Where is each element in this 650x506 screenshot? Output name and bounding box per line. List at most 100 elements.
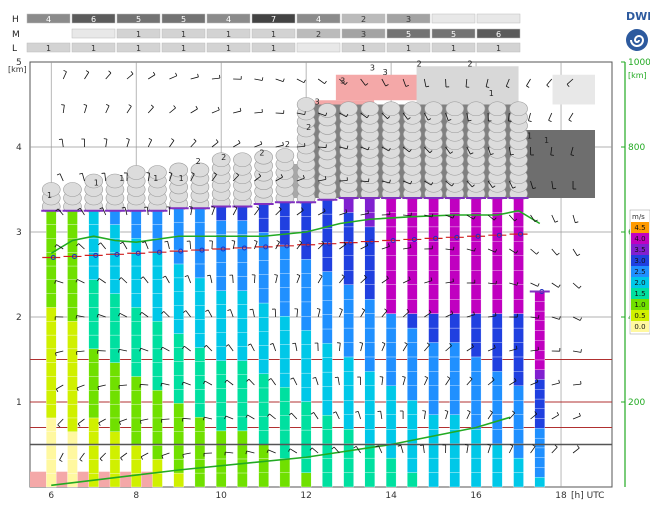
cumulus-puff xyxy=(425,102,443,116)
thermal-segment xyxy=(471,371,481,385)
thermal-segment xyxy=(535,379,545,389)
thermal-segment xyxy=(514,241,524,255)
wind-barb-flag xyxy=(538,315,539,318)
thermal-segment xyxy=(152,307,162,321)
thermal-segment xyxy=(365,328,375,342)
thermal-segment xyxy=(237,263,247,277)
thermal-segment xyxy=(131,307,141,321)
wind-barb-flag xyxy=(511,154,514,155)
thermal-segment xyxy=(67,473,77,487)
right-axis-tick-label: 1000 xyxy=(628,58,650,68)
thermal-segment xyxy=(344,343,354,357)
thermal-segment xyxy=(89,390,99,404)
thermal-segment xyxy=(471,328,481,342)
thermal-segment xyxy=(152,446,162,460)
thermal-segment xyxy=(152,363,162,377)
thermal-segment xyxy=(514,270,524,284)
thermal-segment xyxy=(322,272,332,286)
thermal-segment xyxy=(514,473,524,487)
cloud-number-label: 1 xyxy=(153,174,158,183)
thermal-segment xyxy=(301,387,311,401)
thermal-segment xyxy=(89,321,99,335)
thermal-segment xyxy=(429,415,439,429)
cloud-number-label: 3 xyxy=(370,64,375,73)
thermal-segment xyxy=(131,321,141,335)
thermal-segment xyxy=(89,307,99,321)
legend: m/s4.54.03.53.02.52.01.51.00.50.0 xyxy=(630,210,650,334)
thermal-segment xyxy=(152,390,162,404)
thermal-segment xyxy=(301,402,311,416)
thermal-segment xyxy=(110,321,120,335)
thermal-segment xyxy=(67,432,77,446)
thermal-segment xyxy=(67,307,77,321)
thermal-segment xyxy=(429,458,439,472)
y-tick-label: 3 xyxy=(16,228,22,238)
x-axis-label: [h] UTC xyxy=(571,491,604,501)
thermal-segment xyxy=(237,291,247,305)
thermal-segment xyxy=(471,386,481,400)
thermal-segment xyxy=(280,430,290,444)
thermal-segment xyxy=(386,371,396,385)
thermal-segment xyxy=(89,280,99,294)
thermal-segment xyxy=(46,280,56,294)
thermal-segment xyxy=(67,363,77,377)
thermal-segment xyxy=(322,473,332,487)
thermal-segment xyxy=(471,429,481,443)
cloud-block xyxy=(417,66,519,104)
thermal-segment xyxy=(535,340,545,350)
thermal-segment xyxy=(280,359,290,373)
thermal-segment xyxy=(216,431,226,445)
cumulus-puff xyxy=(467,102,485,116)
legend-label: 3.5 xyxy=(634,246,645,254)
thermal-segment xyxy=(386,256,396,270)
thermal-segment xyxy=(110,432,120,446)
thermal-segment xyxy=(131,280,141,294)
thermal-segment xyxy=(216,473,226,487)
thermal-segment xyxy=(301,345,311,359)
thermal-segment xyxy=(407,212,417,226)
cloud-cell-value: 1 xyxy=(136,30,141,39)
thermal-segment xyxy=(174,208,184,222)
thermal-segment xyxy=(110,294,120,308)
wind-barb-flag xyxy=(581,349,582,352)
thermal-segment xyxy=(301,330,311,344)
thermal-segment xyxy=(152,225,162,239)
logo-spiral-icon xyxy=(626,29,648,51)
thermal-segment xyxy=(152,473,162,487)
thermal-segment xyxy=(152,349,162,363)
thermal-segment xyxy=(514,386,524,400)
y-tick-label: 1 xyxy=(16,398,22,408)
thermal-segment xyxy=(46,266,56,280)
cloud-number-label: 1 xyxy=(119,174,124,183)
thermal-segment xyxy=(216,389,226,403)
thermal-segment xyxy=(535,389,545,399)
thermal-segment xyxy=(67,321,77,335)
thermal-segment xyxy=(407,241,417,255)
thermal-segment xyxy=(535,458,545,468)
thermal-segment xyxy=(429,343,439,357)
thermal-segment xyxy=(280,259,290,273)
thermal-segment xyxy=(89,432,99,446)
cumulus-puff xyxy=(127,166,145,180)
cloud-cell-value: 1 xyxy=(226,30,231,39)
thermal-segment xyxy=(110,266,120,280)
thermal-segment xyxy=(301,316,311,330)
thermal-segment xyxy=(237,417,247,431)
thermal-segment xyxy=(450,415,460,429)
thermal-segment xyxy=(131,211,141,225)
thermal-segment xyxy=(344,429,354,443)
thermal-segment xyxy=(89,349,99,363)
cloud-number-label: 1 xyxy=(544,136,549,145)
legend-label: 2.0 xyxy=(634,279,645,287)
legend-label: 1.5 xyxy=(634,290,645,298)
cloud-cell xyxy=(297,43,340,52)
thermal-segment xyxy=(386,400,396,414)
thermal-segment xyxy=(386,415,396,429)
thermal-segment xyxy=(301,359,311,373)
legend-title: m/s xyxy=(632,213,645,221)
thermal-segment xyxy=(174,320,184,334)
thermal-segment xyxy=(386,241,396,255)
thermal-segment xyxy=(514,458,524,472)
thermal-segment xyxy=(386,198,396,212)
x-tick-label: 10 xyxy=(215,491,227,501)
